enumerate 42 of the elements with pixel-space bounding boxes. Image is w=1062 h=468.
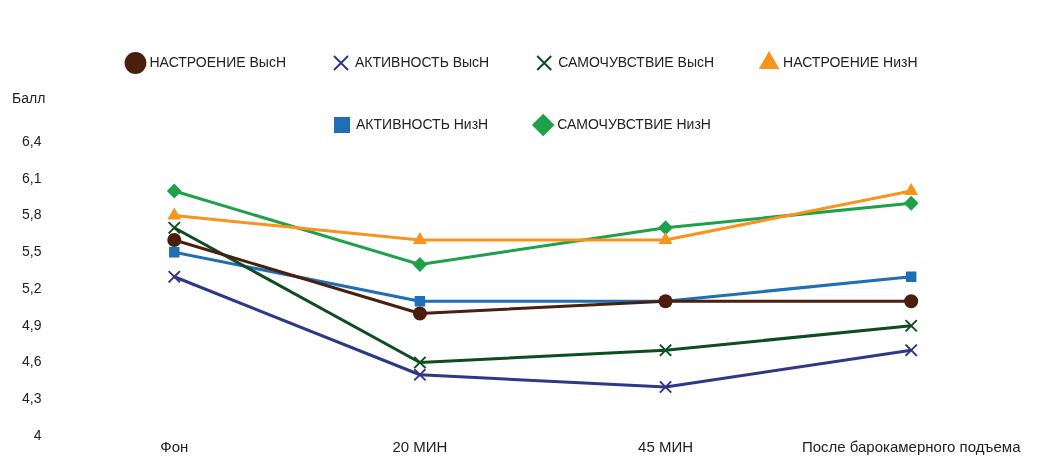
y-tick-label: 5,8: [21, 206, 42, 223]
point: [167, 270, 181, 284]
x-tick-label: После барокамерного подъема: [801, 438, 1022, 456]
legend-label: НАСТРОЕНИЕ ВысН: [149, 53, 287, 70]
point: [169, 247, 180, 258]
point: [412, 257, 427, 272]
point: [414, 296, 426, 307]
point: [904, 184, 918, 195]
point: [413, 233, 427, 244]
point: [658, 380, 673, 394]
x-tick-label: Фон: [160, 438, 189, 456]
point: [904, 294, 919, 309]
point: [658, 220, 673, 235]
point: [904, 319, 918, 333]
y-axis-title: Балл: [12, 89, 46, 106]
y-tick-label: 5,5: [21, 243, 42, 260]
point: [167, 184, 182, 198]
point: [167, 233, 182, 247]
legend-label: САМОЧУВСТВИЕ НизН: [557, 115, 711, 132]
y-tick-label: 5,2: [21, 279, 42, 296]
point: [168, 208, 181, 220]
point: [904, 343, 918, 357]
point: [904, 196, 919, 211]
y-tick-label: 4: [33, 426, 42, 443]
y-tick-label: 4,6: [21, 353, 42, 370]
point: [167, 221, 181, 235]
legend-label: НАСТРОЕНИЕ НизН: [783, 53, 918, 70]
y-tick-label: 6,4: [21, 132, 42, 149]
point: [413, 355, 427, 370]
legend-label: АКТИВНОСТЬ ВысН: [355, 53, 490, 70]
point: [905, 271, 917, 282]
legend-label: САМОЧУВСТВИЕ ВысН: [558, 53, 715, 70]
point: [413, 368, 427, 382]
point: [412, 306, 427, 321]
x-tick-label: 45 МИН: [638, 438, 694, 456]
point: [659, 233, 672, 244]
y-tick-label: 6,1: [21, 169, 42, 186]
y-tick-label: 4,3: [21, 390, 42, 407]
point: [658, 343, 673, 357]
x-tick-label: 20 МИН: [392, 438, 448, 456]
legend-label: АКТИВНОСТЬ НизН: [356, 115, 489, 132]
y-tick-label: 4,9: [21, 316, 42, 333]
